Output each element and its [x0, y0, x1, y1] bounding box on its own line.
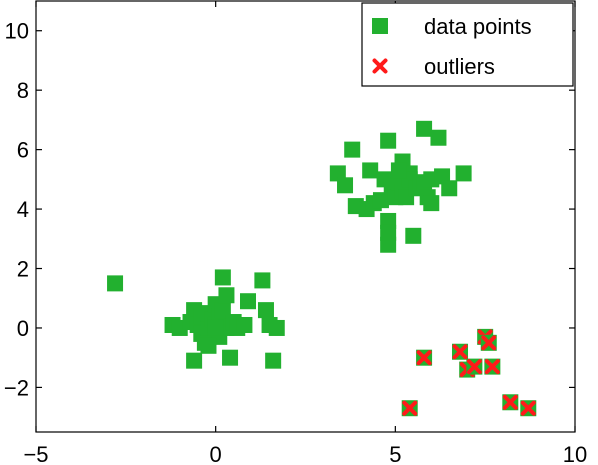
- data-point-marker: [405, 227, 422, 244]
- data-point-marker: [372, 192, 389, 209]
- y-tick-label: 0: [17, 316, 29, 341]
- data-point-marker: [441, 180, 458, 197]
- data-point-marker: [240, 293, 257, 310]
- data-point-marker: [265, 352, 282, 369]
- data-point-marker: [214, 269, 231, 286]
- outlier-cross-marker: [416, 350, 432, 366]
- data-point-marker: [218, 287, 235, 304]
- data-point-marker: [200, 337, 217, 354]
- outlier-cross-marker: [372, 58, 388, 74]
- data-point-marker: [344, 141, 361, 158]
- x-tick-labels: −5 0 5 10: [23, 442, 587, 465]
- outlier-cross-marker: [466, 359, 482, 375]
- legend: data points outliers: [361, 2, 574, 87]
- outlier-cross-marker: [402, 400, 418, 416]
- y-tick-label: 10: [5, 19, 29, 44]
- data-point-marker: [337, 177, 354, 194]
- y-tick-labels: −2 0 2 4 6 8 10: [4, 19, 29, 401]
- data-point-marker: [380, 224, 397, 241]
- outlier-cross-marker: [520, 400, 536, 416]
- chart-marks: [107, 120, 537, 417]
- y-tick-label: 6: [17, 138, 29, 163]
- data-point-marker: [268, 319, 285, 336]
- data-point-marker: [186, 352, 203, 369]
- data-point-marker: [455, 165, 472, 182]
- x-tick-label: −5: [23, 442, 48, 465]
- x-tick-label: 5: [389, 442, 401, 465]
- data-point-marker: [430, 129, 447, 146]
- y-tick-label: 8: [17, 78, 29, 103]
- legend-marker-data-points: [372, 18, 388, 34]
- data-point-marker: [362, 162, 379, 179]
- data-point-marker: [207, 319, 224, 336]
- data-point-marker: [390, 162, 407, 179]
- data-point-marker: [416, 120, 433, 137]
- legend-label-outliers: outliers: [424, 54, 495, 79]
- outlier-cross-marker: [484, 359, 500, 375]
- data-point-marker: [107, 275, 124, 292]
- outlier-cross-marker: [452, 344, 468, 360]
- data-point-marker: [423, 195, 440, 212]
- data-point-marker: [254, 272, 271, 289]
- y-tick-label: −2: [4, 375, 29, 400]
- y-tick-label: 4: [17, 197, 29, 222]
- legend-label-data-points: data points: [424, 14, 532, 39]
- x-tick-label: 0: [210, 442, 222, 465]
- x-tick-label: 10: [563, 442, 587, 465]
- data-point-marker: [236, 316, 253, 333]
- outlier-cross-marker: [481, 335, 497, 351]
- data-point-marker: [380, 132, 397, 149]
- outlier-cross-marker: [502, 394, 518, 410]
- legend-marker-outliers: [372, 58, 388, 74]
- axes-box: [35, 0, 576, 433]
- y-tick-label: 2: [17, 257, 29, 282]
- data-point-marker: [222, 349, 239, 366]
- data-point-marker: [257, 302, 274, 319]
- legend-box: [361, 2, 574, 87]
